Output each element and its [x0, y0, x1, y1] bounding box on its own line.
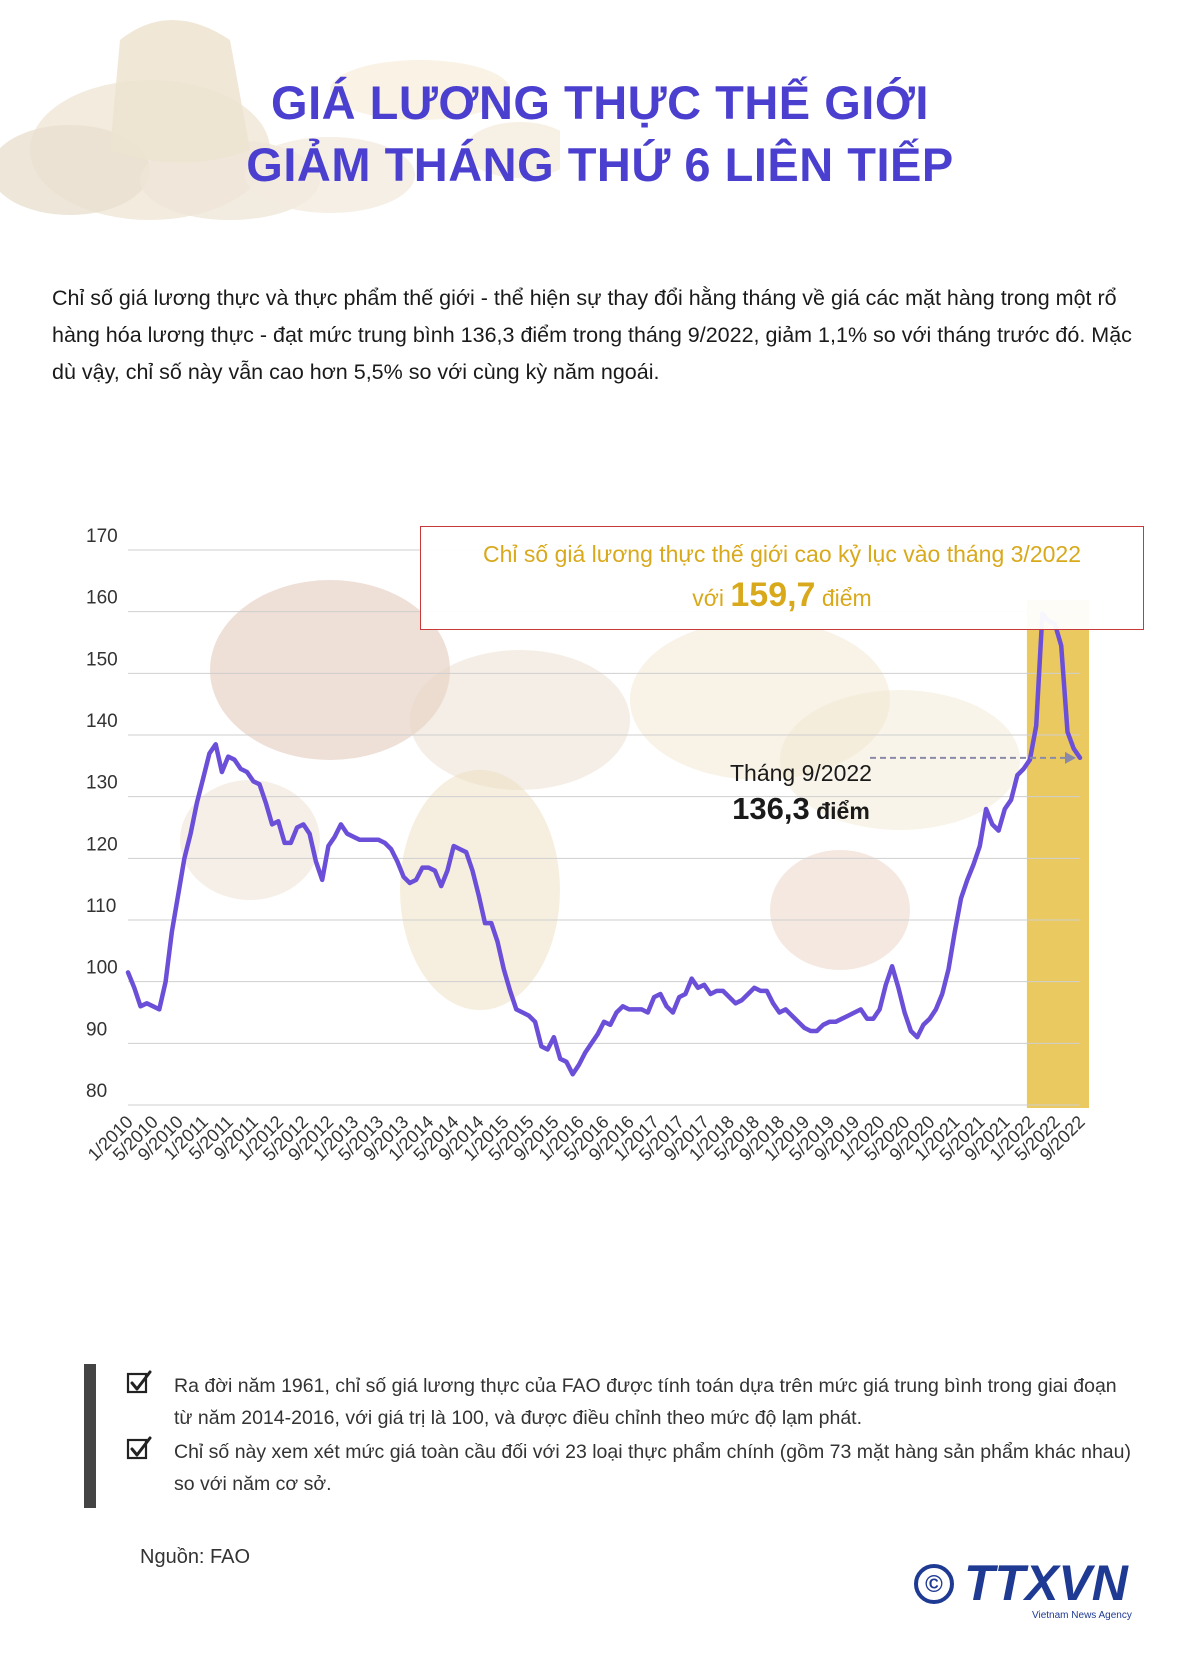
logo-subtitle: Vietnam News Agency: [1032, 1610, 1132, 1621]
note-text: Ra đời năm 1961, chỉ số giá lương thực c…: [174, 1375, 1117, 1429]
y-axis-ticks: 80 90 100 110 120 130 140 150 160 170: [86, 526, 118, 1102]
map-blob: [410, 650, 630, 790]
page-title: GIÁ LƯƠNG THỰC THẾ GIỚI GIẢM THÁNG THỨ 6…: [0, 72, 1200, 196]
y-tick-label: 170: [86, 526, 118, 547]
notes-box: Ra đời năm 1961, chỉ số giá lương thực c…: [84, 1364, 1156, 1508]
intro-paragraph: Chỉ số giá lương thực và thực phẩm thế g…: [52, 285, 1132, 384]
note-item: Chỉ số này xem xét mức giá toàn cầu đối …: [126, 1436, 1134, 1500]
world-map-background: [180, 580, 1020, 1010]
y-tick-label: 100: [86, 958, 118, 979]
food-price-index-chart: 80 90 100 110 120 130 140 150 160 170 1/20105/201…: [84, 526, 1089, 1165]
note-item: Ra đời năm 1961, chỉ số giá lương thực c…: [126, 1370, 1134, 1434]
chart-area: 80 90 100 110 120 130 140 150 160 170 1/2010 5/201…: [0, 520, 1200, 1240]
latest-value-line: 136,3 điểm: [730, 791, 872, 827]
checkbox-icon: [126, 1370, 152, 1394]
callout-value-line: với 159,7 điểm: [421, 576, 1143, 615]
y-tick-label: 110: [86, 896, 116, 917]
x-axis-ticks: 1/20105/20109/20101/20115/20119/20111/20…: [84, 1112, 1089, 1165]
grains-decoration: [0, 20, 560, 220]
highlight-band: [1026, 600, 1089, 1108]
map-blob: [400, 770, 560, 1010]
y-tick-label: 90: [86, 1019, 107, 1040]
y-tick-label: 80: [86, 1081, 107, 1102]
series-line: [125, 611, 1083, 1077]
latest-value: 136,3: [732, 791, 810, 826]
title-line-1: GIÁ LƯƠNG THỰC THẾ GIỚI: [271, 76, 929, 129]
arrow-layer: [870, 751, 1076, 764]
checkbox-icon: [126, 1436, 152, 1460]
pointer-arrowhead-icon: [1065, 751, 1076, 764]
note-text: Chỉ số này xem xét mức giá toàn cầu đối …: [174, 1441, 1131, 1495]
map-blob: [770, 850, 910, 970]
callout-prefix: với: [692, 585, 724, 611]
source-text: Nguồn: FAO: [140, 1546, 251, 1568]
y-tick-label: 140: [86, 711, 118, 732]
logo-copyright: ©: [925, 1571, 943, 1598]
title-line-2: GIẢM THÁNG THỨ 6 LIÊN TIẾP: [246, 138, 954, 191]
series-layer: [125, 611, 1083, 1077]
map-blob: [630, 620, 890, 780]
callout-value: 159,7: [730, 576, 816, 614]
highlight-band-layer: [1026, 600, 1089, 1108]
y-tick-label: 160: [86, 588, 118, 609]
map-blob: [780, 690, 1020, 830]
record-callout: Chỉ số giá lương thực thế giới cao kỷ lụ…: [420, 526, 1144, 630]
callout-suffix: điểm: [821, 585, 872, 611]
latest-unit: điểm: [816, 798, 870, 824]
map-blob: [180, 780, 320, 900]
y-tick-label: 130: [86, 773, 118, 794]
latest-month: Tháng 9/2022: [730, 760, 872, 786]
map-blob: [210, 580, 450, 760]
callout-text: Chỉ số giá lương thực thế giới cao kỷ lụ…: [483, 541, 1081, 567]
logo-brand: TTXVN: [964, 1555, 1129, 1611]
y-tick-label: 120: [86, 834, 118, 855]
ttxvn-logo: © TTXVN Vietnam News Agency: [914, 1555, 1132, 1621]
y-tick-label: 150: [86, 649, 118, 670]
latest-label: Tháng 9/2022 136,3 điểm: [730, 760, 872, 827]
